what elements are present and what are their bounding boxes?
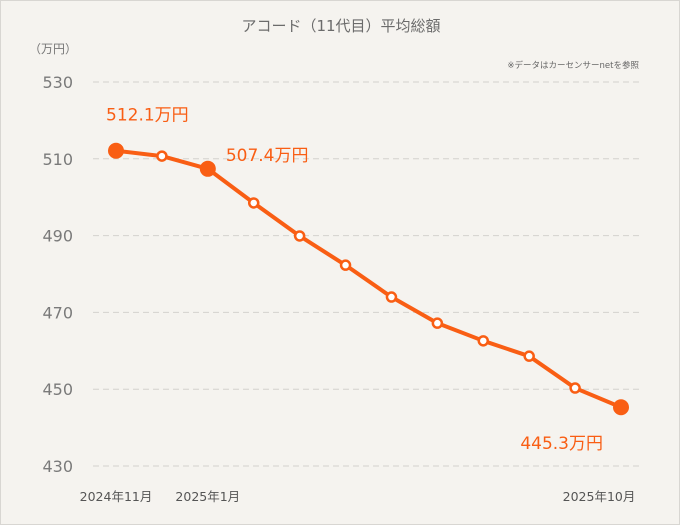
data-label: 512.1万円 — [106, 106, 189, 126]
data-point — [247, 197, 260, 209]
data-point-highlighted — [199, 160, 216, 177]
chart-title: アコード（11代目）平均総額 — [241, 17, 440, 35]
y-axis-unit: （万円） — [29, 42, 77, 56]
y-tick-label: 470 — [42, 303, 73, 322]
data-point — [293, 230, 306, 242]
data-point — [385, 291, 398, 303]
data-point-highlighted — [613, 399, 629, 416]
data-point — [523, 350, 535, 362]
data-point — [339, 259, 352, 271]
y-tick-label: 530 — [42, 73, 73, 92]
data-label: 445.3万円 — [520, 434, 603, 454]
x-tick-label: 2024年11月 — [80, 489, 153, 504]
y-tick-label: 430 — [42, 457, 73, 476]
x-tick-label: 2025年10月 — [563, 489, 636, 504]
data-point — [431, 317, 444, 329]
data-point — [156, 150, 168, 162]
y-tick-label: 490 — [42, 227, 73, 246]
source-note: ※データはカーセンサーnetを参照 — [507, 60, 639, 71]
series-line — [115, 148, 622, 410]
data-label: 507.4万円 — [226, 146, 309, 166]
y-tick-label: 510 — [42, 150, 73, 169]
data-point — [477, 335, 490, 347]
data-point — [569, 382, 581, 394]
y-tick-label: 450 — [42, 380, 73, 399]
x-tick-label: 2025年1月 — [175, 489, 240, 504]
data-point-highlighted — [108, 142, 124, 159]
